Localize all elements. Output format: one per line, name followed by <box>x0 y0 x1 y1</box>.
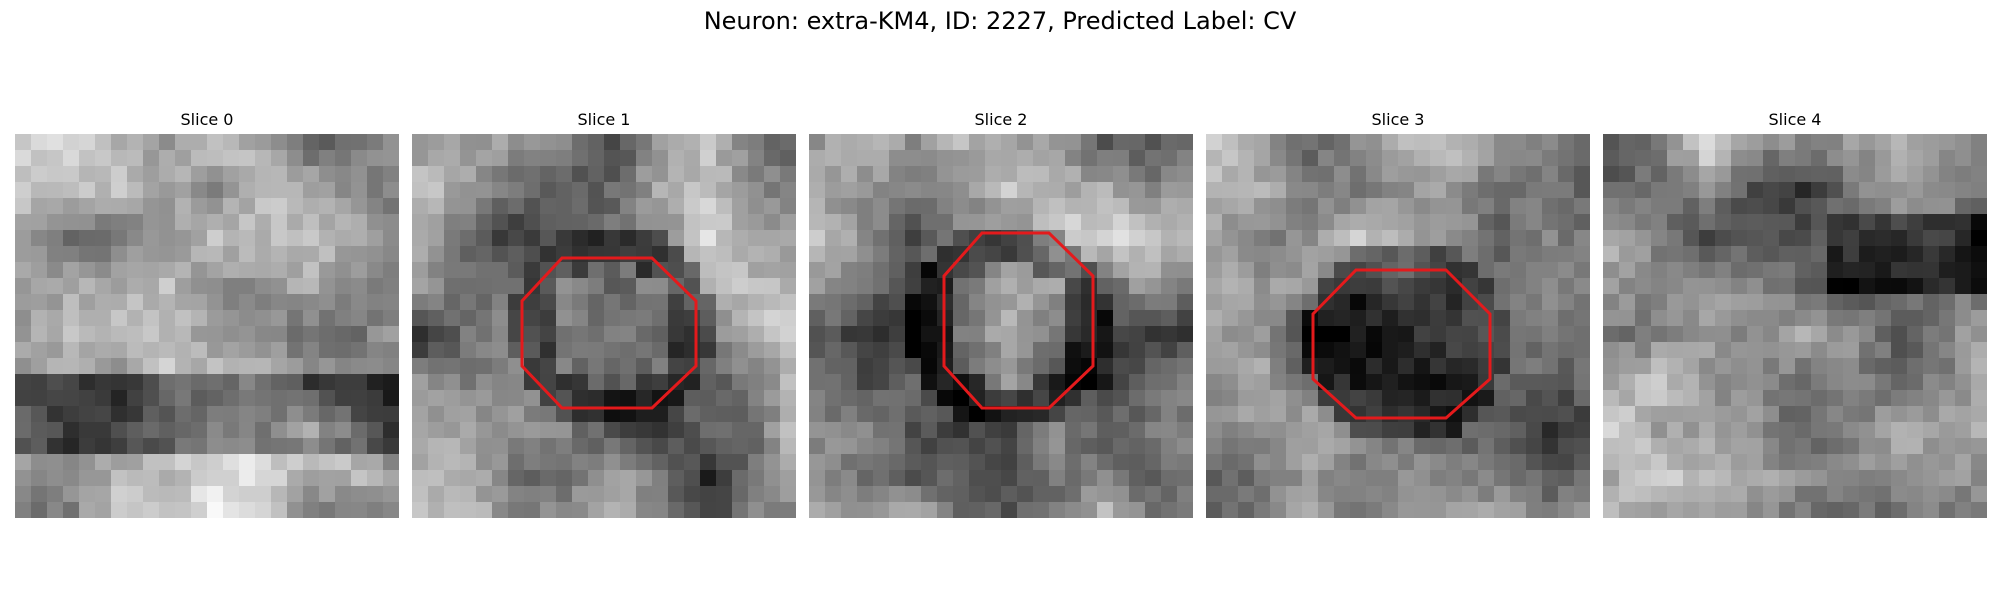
slice-3-pixel-grid <box>1206 134 1590 518</box>
slice-1-title: Slice 1 <box>577 110 631 129</box>
slice-2-title: Slice 2 <box>974 110 1028 129</box>
slice-4-title: Slice 4 <box>1768 110 1822 129</box>
slice-4-pixel-grid <box>1603 134 1987 518</box>
slice-0-pixel-grid <box>15 134 399 518</box>
slice-2-octagon-outline <box>942 231 1095 410</box>
slice-1-pixel-grid <box>412 134 796 518</box>
slice-3-title: Slice 3 <box>1371 110 1425 129</box>
slice-0-image <box>15 134 399 518</box>
figure-title: Neuron: extra-KM4, ID: 2227, Predicted L… <box>703 7 1297 35</box>
slice-1-image <box>412 134 796 518</box>
slice-3-octagon-outline <box>1311 268 1492 420</box>
slice-4-image <box>1603 134 1987 518</box>
slice-0-title: Slice 0 <box>180 110 234 129</box>
slice-2-image <box>809 134 1193 518</box>
slice-1-octagon-outline <box>520 256 698 410</box>
slice-2-pixel-grid <box>809 134 1193 518</box>
slice-3-image <box>1206 134 1590 518</box>
